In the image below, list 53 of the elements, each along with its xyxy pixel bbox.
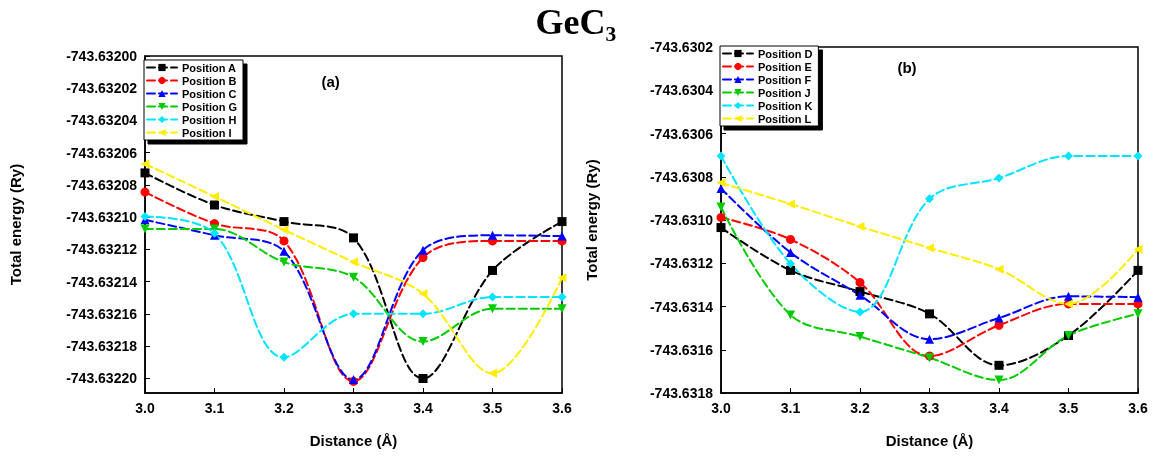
x-tick-label: 3.3 <box>343 400 364 416</box>
x-tick-label: 3.0 <box>711 400 731 416</box>
legend-label: Position I <box>182 126 232 139</box>
chart-title: GeC₃ <box>535 2 617 42</box>
legend-label: Position C <box>182 87 237 100</box>
y-tick-label: -743.6314 <box>649 298 714 315</box>
x-tick-label: 3.3 <box>919 400 940 416</box>
x-tick-label: 3.1 <box>204 400 225 416</box>
annotation: (b) <box>897 59 917 76</box>
x-tick-label: 3.5 <box>482 400 503 416</box>
y-tick-label: -743.63220 <box>66 370 138 387</box>
y-axis-title: Total energy (Ry) <box>583 159 600 281</box>
y-tick-label: -743.6302 <box>649 39 714 55</box>
y-tick-label: -743.63210 <box>66 209 138 226</box>
legend-label: Position K <box>758 99 813 112</box>
y-tick-label: -743.6312 <box>649 255 714 272</box>
legend-label: Position J <box>758 86 811 99</box>
y-tick-label: -743.63218 <box>66 338 138 355</box>
x-tick-label: 3.5 <box>1058 400 1079 416</box>
y-axis-title: Total energy (Ry) <box>7 163 24 286</box>
x-tick-label: 3.6 <box>552 400 572 416</box>
legend-label: Position A <box>182 61 237 74</box>
y-tick-label: -743.6306 <box>649 125 714 142</box>
legend-label: Position D <box>758 47 813 60</box>
x-tick-label: 3.1 <box>780 400 801 416</box>
x-tick-label: 3.2 <box>850 400 870 416</box>
y-tick-label: -743.63208 <box>66 177 138 193</box>
y-tick-label: -743.63212 <box>66 241 138 258</box>
x-axis-title: Distance (Å) <box>309 432 398 449</box>
y-tick-label: -743.63206 <box>66 144 138 161</box>
y-tick-label: -743.63204 <box>66 112 138 129</box>
y-tick-label: -743.63200 <box>66 48 138 64</box>
y-tick-label: -743.63216 <box>66 305 138 322</box>
annotation: (a) <box>321 73 340 90</box>
y-tick-label: -743.6318 <box>649 385 714 401</box>
legend-label: Position L <box>758 112 812 125</box>
x-axis-title: Distance (Å) <box>885 432 974 449</box>
legend-label: Position G <box>182 100 237 113</box>
y-tick-label: -743.63202 <box>66 80 138 97</box>
y-tick-label: -743.6304 <box>649 82 714 99</box>
x-tick-label: 3.4 <box>989 400 1009 416</box>
legend-label: Position B <box>182 74 237 87</box>
y-tick-label: -743.6310 <box>649 212 714 228</box>
x-tick-label: 3.6 <box>1128 400 1148 416</box>
y-tick-label: -743.6308 <box>649 168 714 185</box>
x-tick-label: 3.4 <box>413 400 433 416</box>
legend-label: Position F <box>758 73 812 86</box>
legend-label: Position H <box>182 113 237 126</box>
y-tick-label: -743.6316 <box>649 341 714 358</box>
x-tick-label: 3.0 <box>135 400 155 416</box>
x-tick-label: 3.2 <box>274 400 294 416</box>
y-tick-label: -743.63214 <box>66 273 138 290</box>
legend-label: Position E <box>758 60 812 73</box>
